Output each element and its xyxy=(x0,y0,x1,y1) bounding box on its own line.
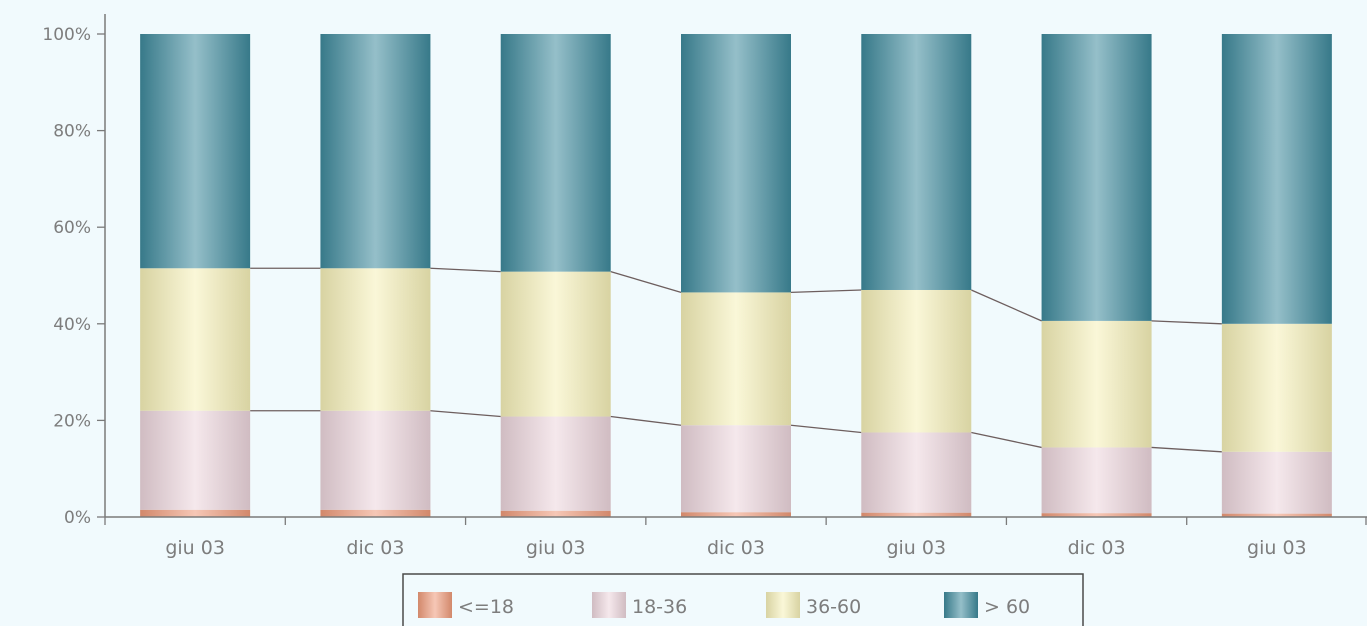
bar-segment-60-2 xyxy=(320,34,431,269)
x-tick-label: giu 03 xyxy=(165,537,225,559)
y-tick-label: 60% xyxy=(53,218,91,238)
y-tick-label: 80% xyxy=(53,122,91,142)
legend-label: <=18 xyxy=(458,596,514,618)
connector-lines xyxy=(250,267,1222,453)
bar-segment-36-60-6 xyxy=(1041,320,1152,448)
x-tick-label: dic 03 xyxy=(1068,537,1126,559)
bar-segment-18-1 xyxy=(140,509,251,517)
bar-segment-18-6 xyxy=(1041,513,1152,517)
y-tick-label: 0% xyxy=(64,508,91,528)
connector-line xyxy=(1151,320,1222,325)
bar-segment-60-3 xyxy=(500,34,611,272)
legend-label: 36-60 xyxy=(806,596,861,618)
connector-line xyxy=(971,431,1042,449)
connector-line xyxy=(610,415,682,426)
bar-segment-36-60-5 xyxy=(861,289,972,433)
bar-segment-60-1 xyxy=(140,34,251,269)
connector-line xyxy=(790,424,862,434)
legend-swatch xyxy=(944,592,978,618)
legend: <=18 18-36 36-60 > 60 xyxy=(402,573,1084,626)
bars-group xyxy=(140,34,1332,517)
legend-label: 18-36 xyxy=(632,596,687,618)
bar-segment-36-60-7 xyxy=(1221,323,1332,452)
connector-line xyxy=(430,410,501,418)
bar-segment-18-36-1 xyxy=(140,410,251,510)
bar-segment-60-7 xyxy=(1221,34,1332,324)
bar-segment-36-60-1 xyxy=(140,268,251,411)
x-tick-label: dic 03 xyxy=(707,537,765,559)
legend-swatch xyxy=(592,592,626,618)
legend-label: > 60 xyxy=(984,596,1030,618)
legend-swatch xyxy=(766,592,800,618)
connector-line xyxy=(790,289,862,294)
legend-box xyxy=(402,573,1084,626)
axes-group: 0% 20% 40% 60% 80% 100% giu 03 dic 03 giu 03 dic … xyxy=(42,14,1367,559)
bar-segment-18-36-4 xyxy=(681,425,791,513)
legend-swatch xyxy=(418,592,452,618)
bar-segment-18-5 xyxy=(861,512,972,517)
bar-segment-36-60-3 xyxy=(500,271,611,417)
connector-line xyxy=(610,271,682,294)
bar-segment-36-60-4 xyxy=(681,292,791,426)
bar-segment-18-4 xyxy=(681,512,791,517)
bar-segment-18-7 xyxy=(1221,513,1332,517)
x-tick-label: giu 03 xyxy=(526,537,586,559)
connector-line xyxy=(430,267,501,273)
bar-segment-18-2 xyxy=(320,509,431,517)
connector-line xyxy=(971,289,1042,322)
bar-segment-60-6 xyxy=(1041,34,1152,321)
bar-segment-18-36-6 xyxy=(1041,447,1152,514)
bar-segment-60-5 xyxy=(861,34,972,290)
x-tick-label: dic 03 xyxy=(346,537,404,559)
bar-segment-18-36-2 xyxy=(320,410,431,510)
connector-line xyxy=(1151,446,1222,453)
bar-segment-18-3 xyxy=(500,510,611,517)
bar-segment-60-4 xyxy=(681,34,791,293)
y-tick-label: 100% xyxy=(42,25,91,45)
bar-segment-36-60-2 xyxy=(320,268,431,411)
x-tick-label: giu 03 xyxy=(1247,537,1307,559)
x-tick-label: giu 03 xyxy=(886,537,946,559)
bar-segment-18-36-5 xyxy=(861,432,972,513)
bar-segment-18-36-3 xyxy=(500,416,611,511)
y-tick-label: 40% xyxy=(53,315,91,335)
bar-segment-18-36-7 xyxy=(1221,451,1332,514)
y-tick-label: 20% xyxy=(53,411,91,431)
